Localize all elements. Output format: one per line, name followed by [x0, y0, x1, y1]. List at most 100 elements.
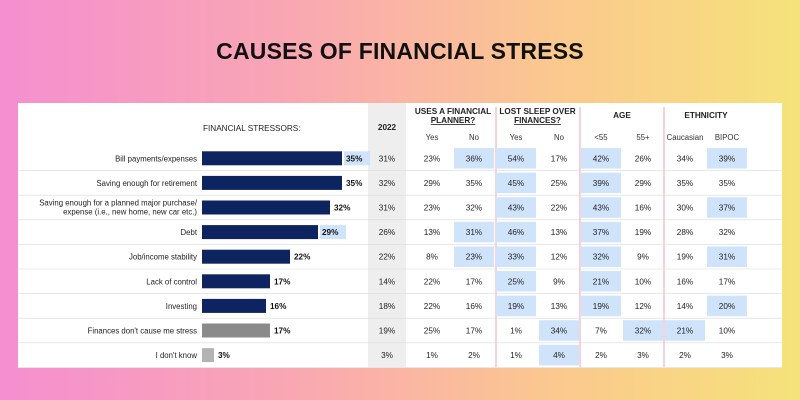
table-cell-value: 37% — [593, 228, 609, 237]
stressor-label: Debt — [181, 228, 198, 237]
stressor-bar — [202, 348, 214, 363]
bar-value-label: 35% — [346, 154, 363, 163]
table-cell-value: 32% — [466, 204, 482, 213]
table-cell-value: 19% — [593, 302, 609, 311]
group-header-2: AGE — [613, 111, 631, 120]
table-cell-value: 13% — [551, 228, 567, 237]
table-cell-value: 34% — [551, 327, 567, 336]
highlight-cell — [496, 271, 536, 292]
year-2022-value: 26% — [379, 228, 395, 237]
table-cell-value: 10% — [635, 277, 651, 286]
table-cell-value: 22% — [424, 277, 440, 286]
bar-value-label: 16% — [270, 302, 287, 311]
bar-value-label: 17% — [274, 327, 291, 336]
stressor-label: Lack of control — [146, 277, 197, 286]
table-cell-value: 31% — [466, 228, 482, 237]
stressor-bar — [202, 225, 318, 240]
stressor-bar — [202, 298, 266, 313]
table-cell-value: 19% — [508, 302, 524, 311]
table-cell-value: 16% — [677, 277, 693, 286]
table-cell-value: 4% — [553, 351, 565, 360]
highlight-cell — [581, 172, 621, 194]
table-cell-value: 34% — [677, 154, 693, 163]
table-cell-value: 35% — [677, 179, 693, 188]
sub-header: Yes — [510, 133, 523, 142]
stressor-label: I don't know — [156, 351, 198, 360]
group-header-1: FINANCES? — [514, 116, 561, 125]
table-cell-value: 33% — [508, 253, 524, 262]
table-cell-value: 1% — [426, 351, 438, 360]
sub-header: 55+ — [636, 133, 650, 142]
bar-value-label: 17% — [274, 277, 291, 286]
stressor-bar — [202, 274, 270, 289]
table-cell-value: 16% — [466, 302, 482, 311]
table-cell-value: 16% — [635, 204, 651, 213]
table-cell-value: 42% — [593, 154, 609, 163]
group-header-3: ETHNICITY — [684, 111, 728, 120]
group-header-0: USES A FINANCIAL — [415, 107, 491, 116]
table-cell-value: 9% — [637, 253, 649, 262]
table-cell-value: 31% — [719, 253, 735, 262]
table-cell-value: 17% — [466, 277, 482, 286]
table-cell-value: 29% — [635, 179, 651, 188]
table-cell-value: 12% — [551, 253, 567, 262]
highlight-cell — [707, 295, 747, 317]
stressor-label: Finances don't cause me stress — [88, 327, 197, 336]
bar-value-label: 32% — [334, 204, 351, 213]
table-cell-value: 37% — [719, 204, 735, 213]
table-cell-value: 23% — [466, 253, 482, 262]
highlight-cell — [539, 320, 579, 341]
highlight-cell — [581, 271, 621, 292]
sub-header: No — [469, 133, 480, 142]
highlight-cell — [707, 148, 747, 169]
highlight-cell — [581, 295, 621, 317]
highlight-cell — [623, 320, 663, 341]
table-cell-value: 3% — [721, 351, 733, 360]
table-cell-value: 17% — [551, 154, 567, 163]
table-cell-value: 21% — [593, 277, 609, 286]
highlight-cell — [581, 197, 621, 218]
table-cell-value: 1% — [510, 327, 522, 336]
bar-label-highlight — [320, 225, 346, 240]
table-cell-value: 43% — [593, 204, 609, 213]
table-cell-value: 29% — [424, 179, 440, 188]
stressor-bar — [202, 249, 290, 264]
stressor-label: Saving enough for retirement — [96, 179, 197, 188]
stressor-label: Bill payments/expenses — [115, 154, 197, 163]
year-2022-value: 3% — [381, 351, 393, 360]
table-cell-value: 2% — [595, 351, 607, 360]
sub-header: BIPOC — [715, 133, 740, 142]
table-cell-value: 2% — [468, 351, 480, 360]
table-cell-value: 32% — [635, 327, 651, 336]
table-cell-value: 25% — [551, 179, 567, 188]
table-cell-value: 19% — [635, 228, 651, 237]
year-column-bg — [368, 103, 406, 368]
highlight-cell — [665, 320, 705, 341]
table-cell-value: 19% — [677, 253, 693, 262]
stressor-label: Job/income stability — [129, 253, 197, 262]
highlight-cell — [496, 295, 536, 317]
highlight-cell — [707, 246, 747, 267]
table-cell-value: 3% — [637, 351, 649, 360]
highlight-cell — [454, 148, 494, 169]
financial-stressors-chart: FINANCIAL STRESSORS: 2022 USES A FINANCIAL… — [18, 103, 782, 368]
table-cell-value: 21% — [677, 327, 693, 336]
table-cell-value: 46% — [508, 228, 524, 237]
group-header-0: PLANNER? — [431, 116, 476, 125]
table-cell-value: 20% — [719, 302, 735, 311]
stressors-table-card: FINANCIAL STRESSORS: 2022 USES A FINANCIAL… — [18, 103, 782, 368]
stressor-label: Investing — [166, 302, 197, 311]
bar-value-label: 35% — [346, 179, 363, 188]
year-2022-value: 32% — [379, 179, 395, 188]
highlight-cell — [496, 148, 536, 169]
sub-header: Caucasian — [667, 133, 704, 142]
table-cell-value: 28% — [677, 228, 693, 237]
table-cell-value: 9% — [553, 277, 565, 286]
table-cell-value: 23% — [424, 154, 440, 163]
highlight-cell — [539, 344, 579, 366]
table-cell-value: 30% — [677, 204, 693, 213]
bar-value-label: 3% — [218, 351, 231, 360]
year-2022-value: 14% — [379, 277, 395, 286]
stressor-label: expense (i.e., new home, new car etc.) — [63, 208, 197, 217]
table-cell-value: 39% — [719, 154, 735, 163]
